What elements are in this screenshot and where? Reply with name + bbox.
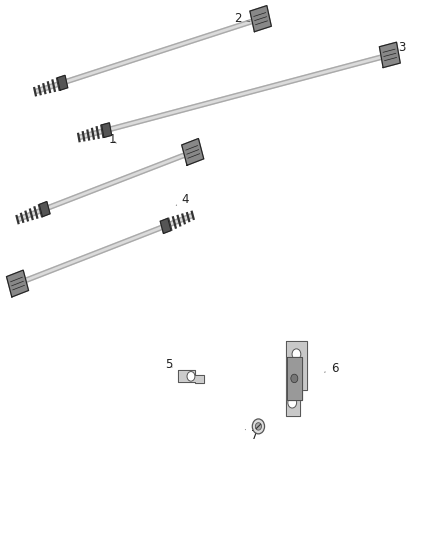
- Circle shape: [291, 374, 298, 383]
- Polygon shape: [57, 75, 68, 90]
- Polygon shape: [286, 341, 307, 416]
- Text: 3: 3: [392, 42, 405, 54]
- Circle shape: [292, 349, 301, 360]
- Circle shape: [288, 398, 297, 408]
- Polygon shape: [250, 6, 271, 31]
- Text: 1: 1: [109, 133, 116, 146]
- Polygon shape: [182, 139, 204, 165]
- Text: 6: 6: [325, 362, 338, 375]
- Polygon shape: [39, 201, 50, 216]
- Text: 2: 2: [234, 12, 250, 25]
- Polygon shape: [17, 213, 193, 286]
- Polygon shape: [379, 42, 400, 68]
- Polygon shape: [102, 123, 112, 138]
- Text: 4: 4: [176, 193, 189, 206]
- Circle shape: [252, 419, 265, 434]
- Polygon shape: [78, 53, 390, 140]
- Text: 5: 5: [165, 358, 173, 371]
- Circle shape: [187, 372, 195, 381]
- Polygon shape: [7, 270, 28, 297]
- Polygon shape: [17, 150, 193, 222]
- Polygon shape: [35, 17, 261, 94]
- Polygon shape: [160, 219, 171, 233]
- Polygon shape: [178, 370, 204, 383]
- Polygon shape: [287, 357, 302, 400]
- Circle shape: [255, 423, 261, 430]
- Text: 7: 7: [245, 430, 258, 442]
